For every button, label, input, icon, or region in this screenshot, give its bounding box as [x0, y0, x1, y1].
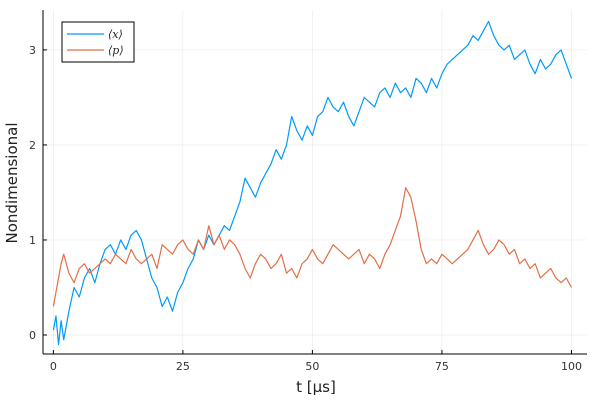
legend-label-p: ⟨p⟩ [108, 44, 124, 57]
ticks: 0 25 50 75 100 0 1 2 3 [29, 44, 582, 373]
x-tick-label: 100 [561, 360, 582, 373]
y-axis-label: Nondimensional [3, 123, 21, 244]
series-line-1 [52, 187, 572, 307]
y-tick-label: 3 [29, 44, 36, 57]
grid [43, 10, 587, 354]
legend-box [61, 21, 135, 63]
x-axis-label: t [μs] [296, 378, 336, 396]
x-tick-label: 50 [305, 360, 319, 373]
x-tick-label: 25 [176, 360, 190, 373]
legend-label-x: ⟨x⟩ [108, 28, 123, 41]
x-tick-label: 75 [435, 360, 449, 373]
series-line-0 [52, 20, 573, 346]
y-tick-label: 0 [29, 329, 36, 342]
y-tick-label: 1 [29, 234, 36, 247]
x-tick-label: 0 [50, 360, 57, 373]
series-layer [52, 20, 573, 346]
axes [42, 10, 587, 355]
y-tick-label: 2 [29, 139, 36, 152]
legend: ⟨x⟩ ⟨p⟩ [61, 21, 135, 63]
